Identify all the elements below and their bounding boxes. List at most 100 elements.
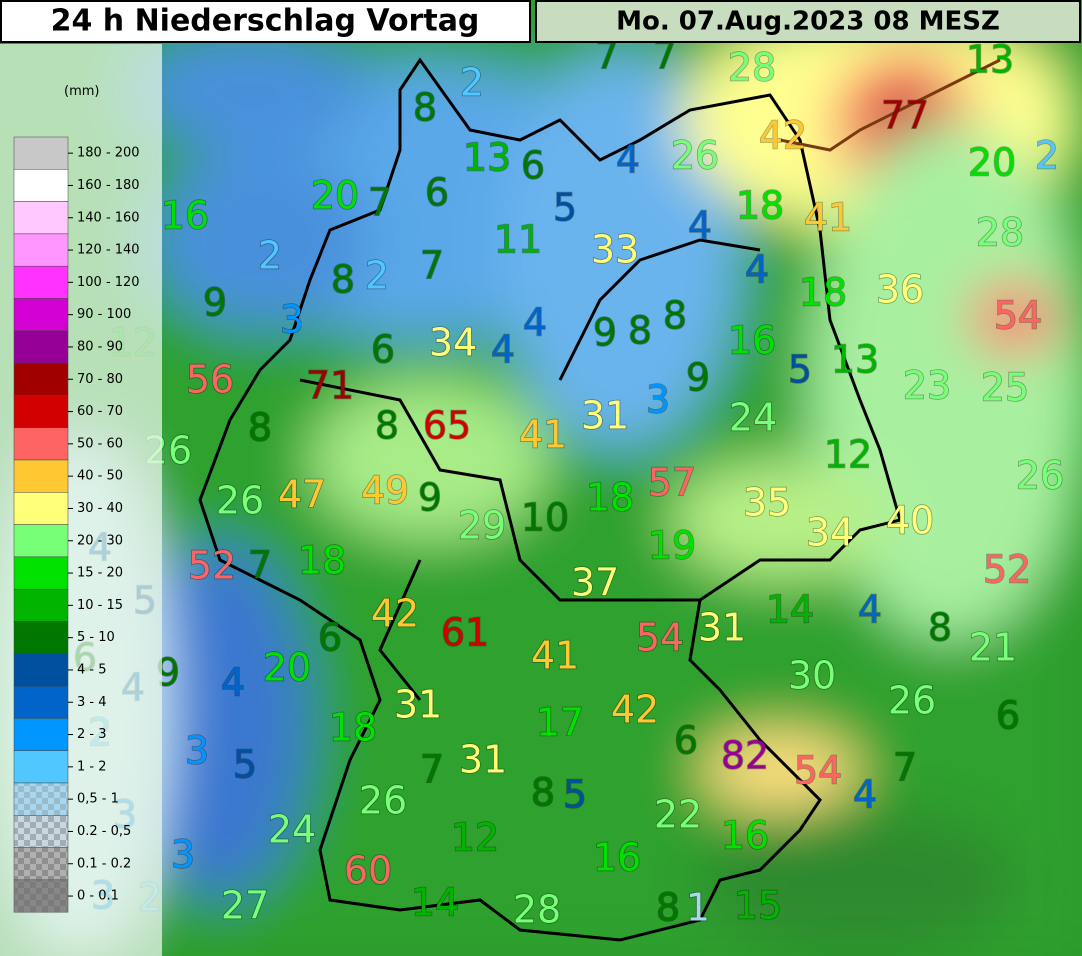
precip-value: 18 [298, 539, 346, 583]
precip-value: 24 [729, 396, 777, 440]
legend-swatch [13, 718, 69, 751]
legend-swatch [13, 427, 69, 461]
precip-value: 9 [418, 476, 442, 520]
precip-value: 12 [451, 816, 499, 860]
legend-label: 1 - 2 [77, 759, 107, 774]
precip-value: 17 [536, 701, 584, 745]
precip-value: 8 [928, 606, 952, 650]
legend-swatch [13, 556, 69, 590]
precip-value: 82 [721, 734, 769, 778]
precip-value: 65 [423, 404, 471, 448]
precip-value: 9 [203, 281, 227, 325]
legend-label: 3 - 4 [77, 695, 107, 710]
precip-value: 22 [654, 793, 702, 837]
precip-value: 42 [611, 688, 659, 732]
legend-label: 60 - 70 [77, 404, 123, 419]
precip-value: 5 [788, 348, 812, 392]
precip-value: 20 [311, 174, 359, 218]
precip-value: 14 [411, 881, 459, 925]
legend-swatch [13, 330, 69, 364]
precip-value: 23 [903, 364, 951, 408]
legend-swatch [13, 169, 69, 202]
coast [779, 58, 1001, 152]
precip-value: 13 [831, 338, 879, 382]
legend-label: 70 - 80 [77, 372, 123, 387]
precip-value: 20 [263, 646, 311, 690]
precip-value: 77 [881, 94, 929, 138]
precip-value: 54 [994, 294, 1042, 338]
precip-value: 13 [463, 136, 511, 180]
precip-value: 2 [1035, 134, 1059, 178]
precip-value: 6 [371, 328, 395, 372]
legend-pattern [14, 879, 68, 913]
precip-value: 13 [966, 38, 1014, 82]
precip-value: 18 [586, 476, 634, 520]
precip-value: 6 [425, 171, 449, 215]
legend-label: 0,5 - 1 [77, 792, 119, 807]
legend-label: 20 - 30 [77, 533, 123, 548]
legend-label: 4 - 5 [77, 662, 107, 677]
legend-label: 10 - 15 [77, 598, 123, 613]
precip-value: 8 [663, 294, 687, 338]
precip-value: 54 [636, 616, 684, 660]
precip-value: 18 [736, 184, 784, 228]
precip-value: 61 [441, 611, 489, 655]
precip-value: 18 [799, 271, 847, 315]
title: 24 h Niederschlag Vortag [51, 4, 480, 39]
precip-value: 5 [553, 186, 577, 230]
precip-value: 8 [413, 86, 437, 130]
legend-label: 30 - 40 [77, 501, 123, 516]
precip-value: 8 [531, 771, 555, 815]
precip-value: 71 [306, 364, 354, 408]
legend-swatch [13, 653, 69, 687]
legend-swatch [13, 233, 69, 267]
legend-label: 80 - 90 [77, 339, 123, 354]
precip-value: 16 [728, 319, 776, 363]
precip-value: 4 [858, 588, 882, 632]
legend-pattern [14, 783, 68, 816]
precip-value: 6 [674, 719, 698, 763]
precip-value: 8 [375, 404, 399, 448]
precip-value: 3 [171, 833, 195, 877]
precip-value: 29 [458, 504, 506, 548]
precip-value: 4 [491, 328, 515, 372]
precip-value: 4 [221, 661, 245, 705]
precip-value: 16 [161, 194, 209, 238]
legend-label: 0.2 - 0,5 [77, 824, 131, 839]
legend-unit: (mm) [64, 84, 99, 99]
precip-value: 41 [531, 634, 579, 678]
precip-value: 37 [571, 561, 619, 605]
legend-label: 0 - 0.1 [77, 889, 119, 904]
precip-value: 26 [216, 479, 264, 523]
precip-value: 47 [278, 473, 326, 517]
precip-value: 15 [734, 884, 782, 928]
precip-value: 36 [876, 268, 924, 312]
title-box [0, 0, 531, 43]
precip-value: 21 [969, 626, 1017, 670]
precip-value: 7 [420, 244, 444, 288]
precip-value: 9 [686, 356, 710, 400]
precip-value: 7 [893, 746, 917, 790]
legend-swatch [13, 201, 69, 235]
precip-value: 28 [976, 211, 1024, 255]
precip-value: 8 [628, 309, 652, 353]
precip-value: 24 [268, 808, 316, 852]
precip-value: 28 [728, 46, 776, 90]
precip-value: 4 [745, 248, 769, 292]
precip-value: 4 [853, 773, 877, 817]
legend-label: 90 - 100 [77, 307, 131, 322]
precip-value: 8 [331, 258, 355, 302]
legend-swatch [13, 362, 69, 396]
legend-label: 160 - 180 [77, 178, 140, 193]
precip-value: 10 [521, 496, 569, 540]
precip-value: 20 [968, 141, 1016, 185]
precip-value: 56 [186, 358, 234, 402]
precip-value: 60 [344, 849, 392, 893]
precip-value: 28 [513, 888, 561, 932]
precip-value: 25 [981, 366, 1029, 410]
legend-label: 5 - 10 [77, 630, 115, 645]
precip-value: 34 [429, 321, 477, 365]
precip-value: 27 [221, 884, 269, 928]
